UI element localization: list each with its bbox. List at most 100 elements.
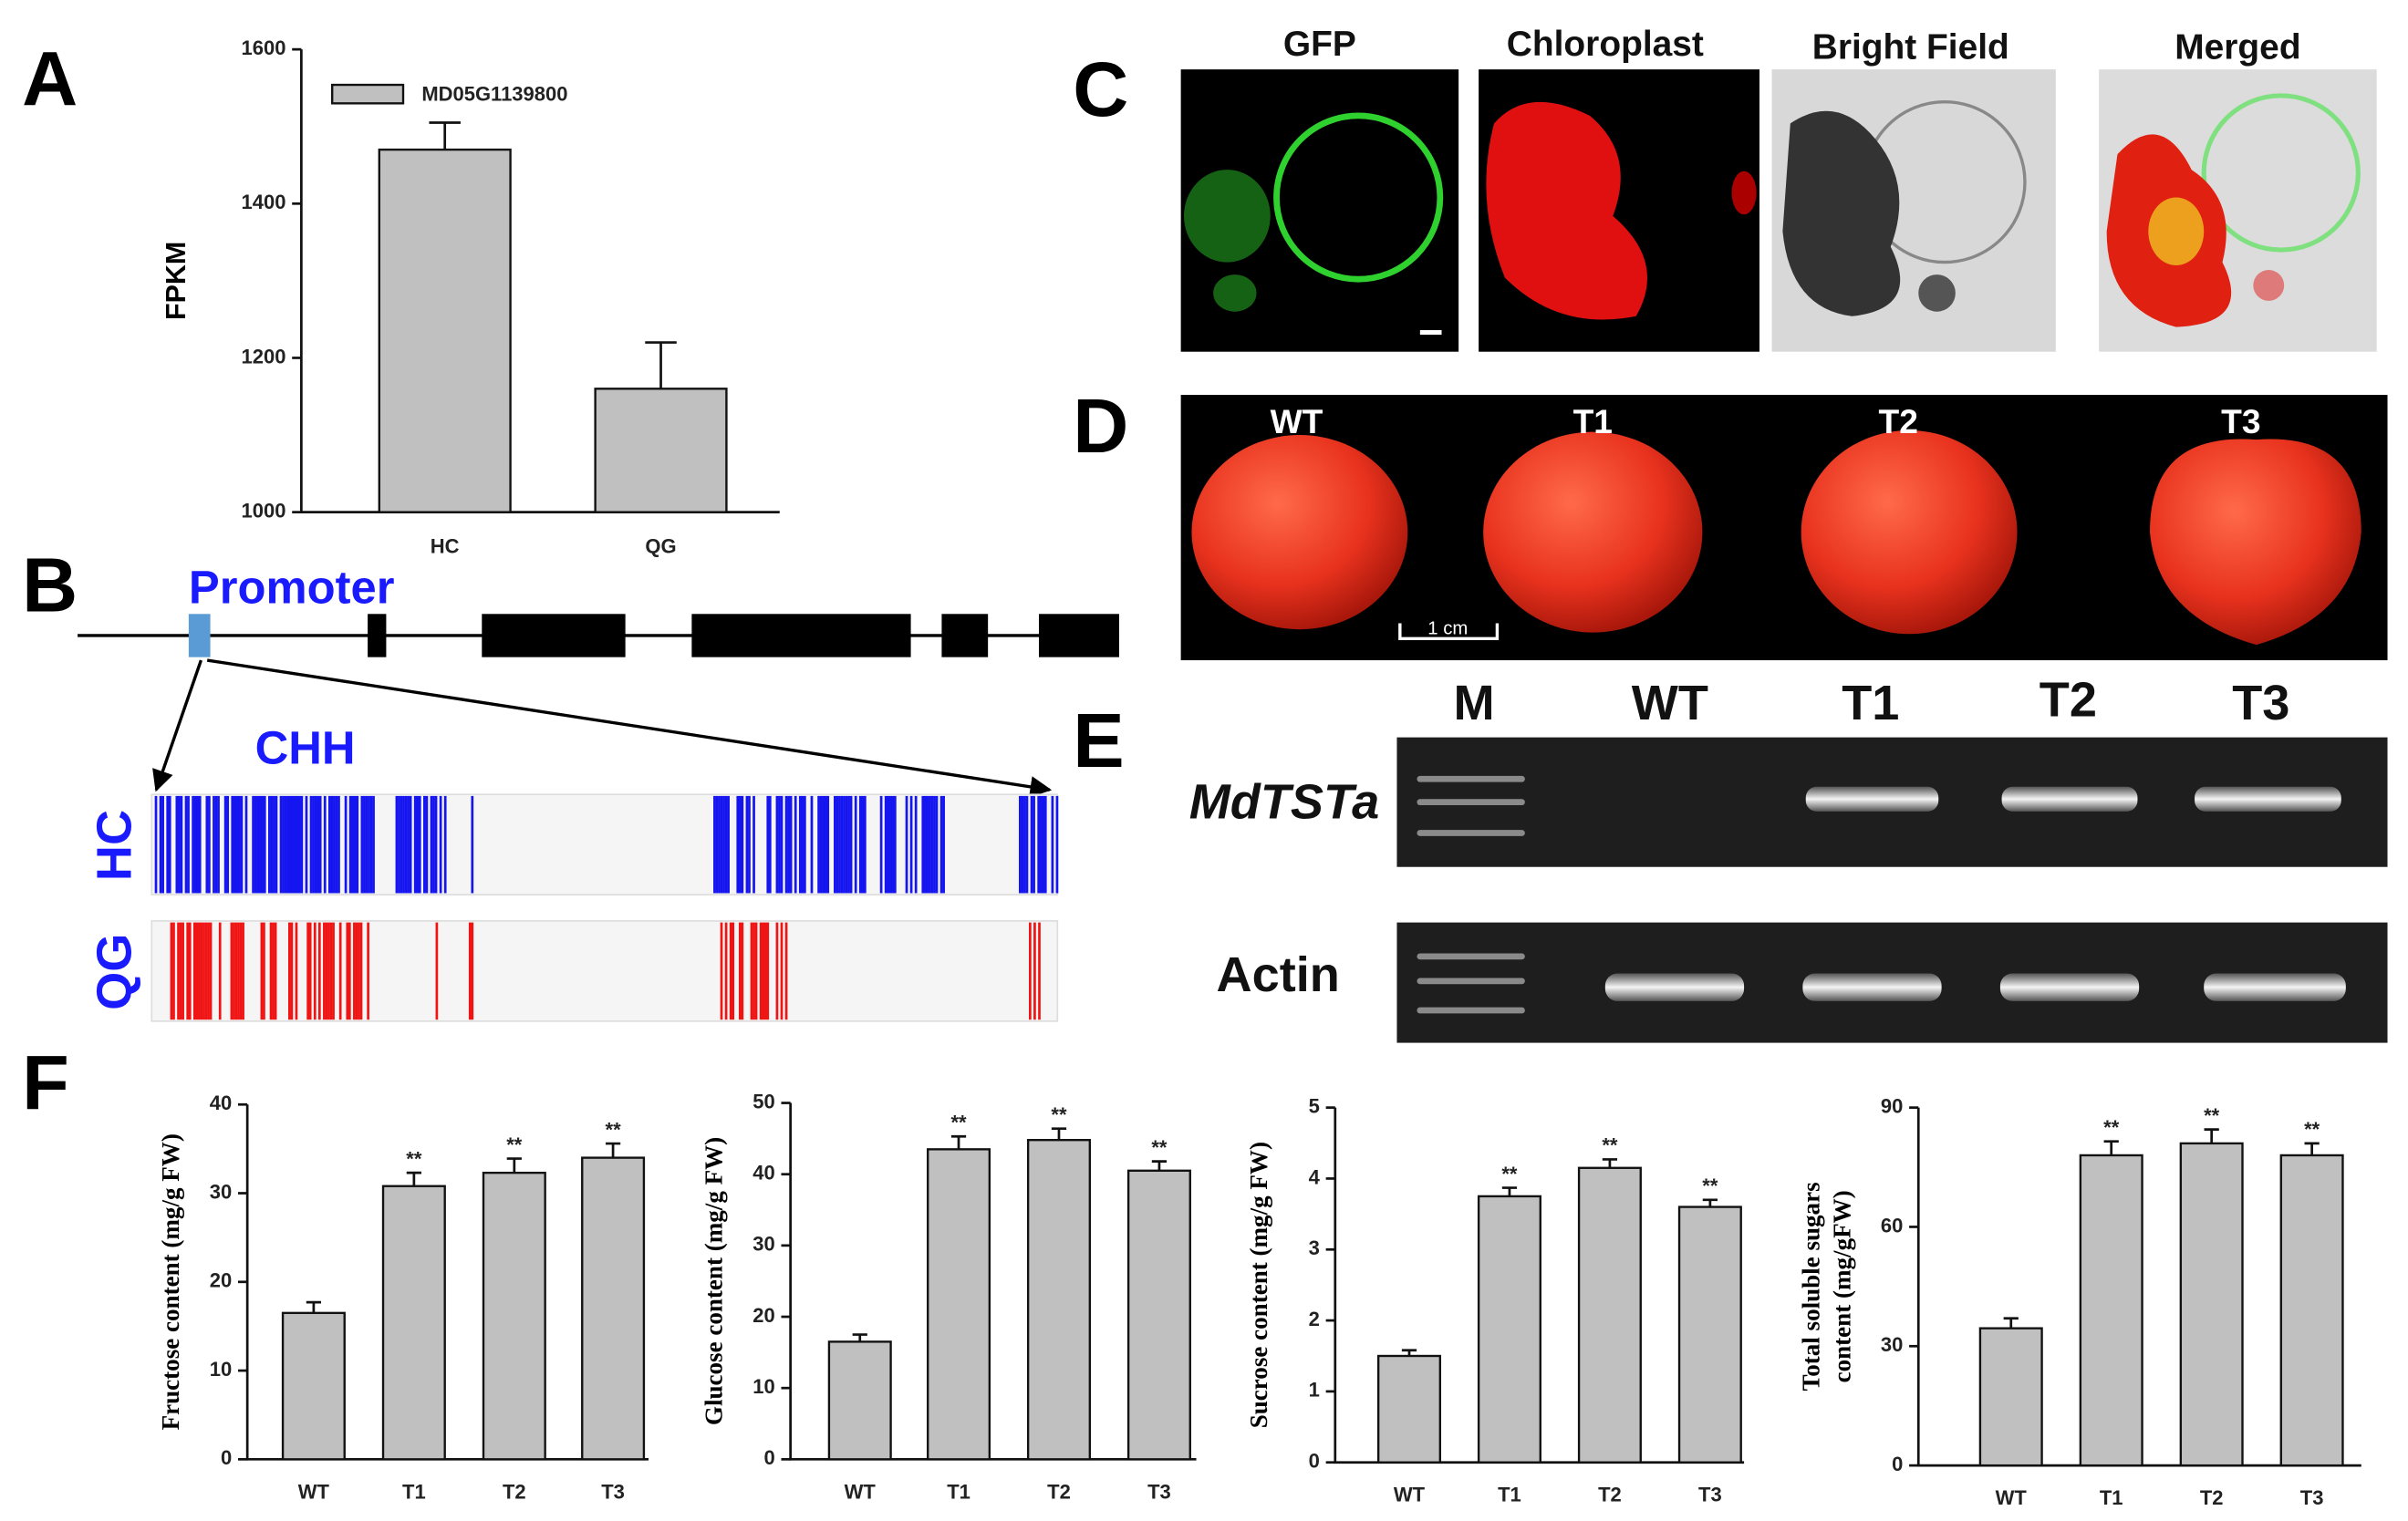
stripe <box>272 922 275 1020</box>
stripe <box>355 922 358 1020</box>
stripe <box>741 795 744 894</box>
error-bar <box>950 1134 967 1150</box>
stripe <box>323 922 326 1020</box>
stripe <box>798 795 802 894</box>
stripe <box>775 922 779 1020</box>
stripe <box>1033 795 1035 894</box>
stripe <box>166 795 170 894</box>
significance: ** <box>1501 1163 1518 1185</box>
stripe <box>718 795 721 894</box>
stripe <box>893 795 897 894</box>
stripe <box>333 795 336 894</box>
stripe <box>159 795 162 894</box>
stripe <box>443 795 447 894</box>
stripe <box>861 795 865 894</box>
stripe <box>242 922 244 1020</box>
stripe <box>822 795 825 894</box>
stripe <box>208 795 211 894</box>
significance: ** <box>950 1112 967 1134</box>
stripe <box>794 795 797 894</box>
stripe <box>722 795 725 894</box>
stripe <box>930 795 934 894</box>
error-bar <box>645 341 677 389</box>
significance: ** <box>406 1147 422 1170</box>
stripe <box>367 922 369 1020</box>
stripe <box>738 922 742 1020</box>
stripe <box>267 795 271 894</box>
bar <box>1026 1139 1091 1461</box>
bar <box>1477 1195 1541 1464</box>
promoter-box <box>188 614 211 657</box>
stripe <box>192 795 194 894</box>
stripe <box>284 795 287 894</box>
stripe <box>766 795 770 894</box>
fruit-label: T3 <box>2221 402 2260 440</box>
panel-label: A <box>22 35 78 121</box>
stripe <box>763 922 767 1020</box>
stripe <box>434 795 438 894</box>
stripe <box>288 795 292 894</box>
stripe <box>179 922 182 1020</box>
stripe <box>213 795 215 894</box>
arrow <box>206 658 1053 798</box>
stripe <box>843 795 846 894</box>
stripe <box>942 795 945 894</box>
y-tick-label: 10 <box>210 1358 232 1381</box>
x-tick-label: WT <box>1394 1484 1426 1506</box>
stripe <box>826 795 830 894</box>
y-tick-label: 0 <box>1892 1453 1903 1475</box>
stripe <box>926 795 929 894</box>
error-bar <box>2103 1140 2119 1155</box>
stripe <box>754 922 758 1020</box>
stripe <box>297 795 301 894</box>
stripe <box>317 922 321 1020</box>
x-tick-label: T2 <box>1047 1480 1071 1503</box>
stripe <box>471 795 474 894</box>
stripe <box>1023 795 1026 894</box>
x-tick-label: HC <box>431 534 460 557</box>
stripe <box>230 922 234 1020</box>
stripe <box>1037 795 1041 894</box>
stripe <box>318 795 322 894</box>
stripe <box>789 795 793 894</box>
bar <box>1577 1166 1642 1464</box>
stripe <box>360 795 364 894</box>
stripe <box>905 795 908 894</box>
stripe <box>293 795 296 894</box>
x-tick-label: QG <box>645 534 676 557</box>
stripe <box>1030 795 1033 894</box>
stripe <box>778 795 781 894</box>
stripe <box>296 795 299 894</box>
marker-bands <box>1417 775 1525 1014</box>
arrow <box>152 659 203 792</box>
stripe <box>1038 922 1041 1020</box>
stripe <box>353 795 357 894</box>
y-tick-label: 0 <box>221 1446 232 1469</box>
stripe <box>338 922 342 1020</box>
stripe <box>738 795 742 894</box>
bar <box>281 1311 346 1461</box>
error-bar <box>1151 1160 1168 1171</box>
stripe <box>372 795 375 894</box>
track-label: HC <box>87 810 141 881</box>
y-tick-label: 0 <box>1309 1450 1320 1473</box>
stripe <box>198 795 202 894</box>
stripe <box>468 922 472 1020</box>
x-tick-label: T2 <box>2200 1486 2224 1509</box>
y-axis-label: Glucose content (mg/g FW) <box>701 1137 728 1425</box>
fruit-label: T1 <box>1573 402 1613 440</box>
bar <box>827 1340 892 1461</box>
error-bar <box>506 1157 522 1174</box>
stripe <box>261 795 265 894</box>
stripe <box>359 922 363 1020</box>
panel-label: E <box>1073 697 1124 783</box>
microscopy-images <box>1180 69 2377 352</box>
stripe <box>263 922 265 1020</box>
x-tick-label: WT <box>1996 1486 2028 1509</box>
significance: ** <box>2204 1104 2220 1127</box>
error-bar <box>306 1300 322 1313</box>
bar <box>1376 1354 1442 1464</box>
stripe <box>1051 795 1054 894</box>
